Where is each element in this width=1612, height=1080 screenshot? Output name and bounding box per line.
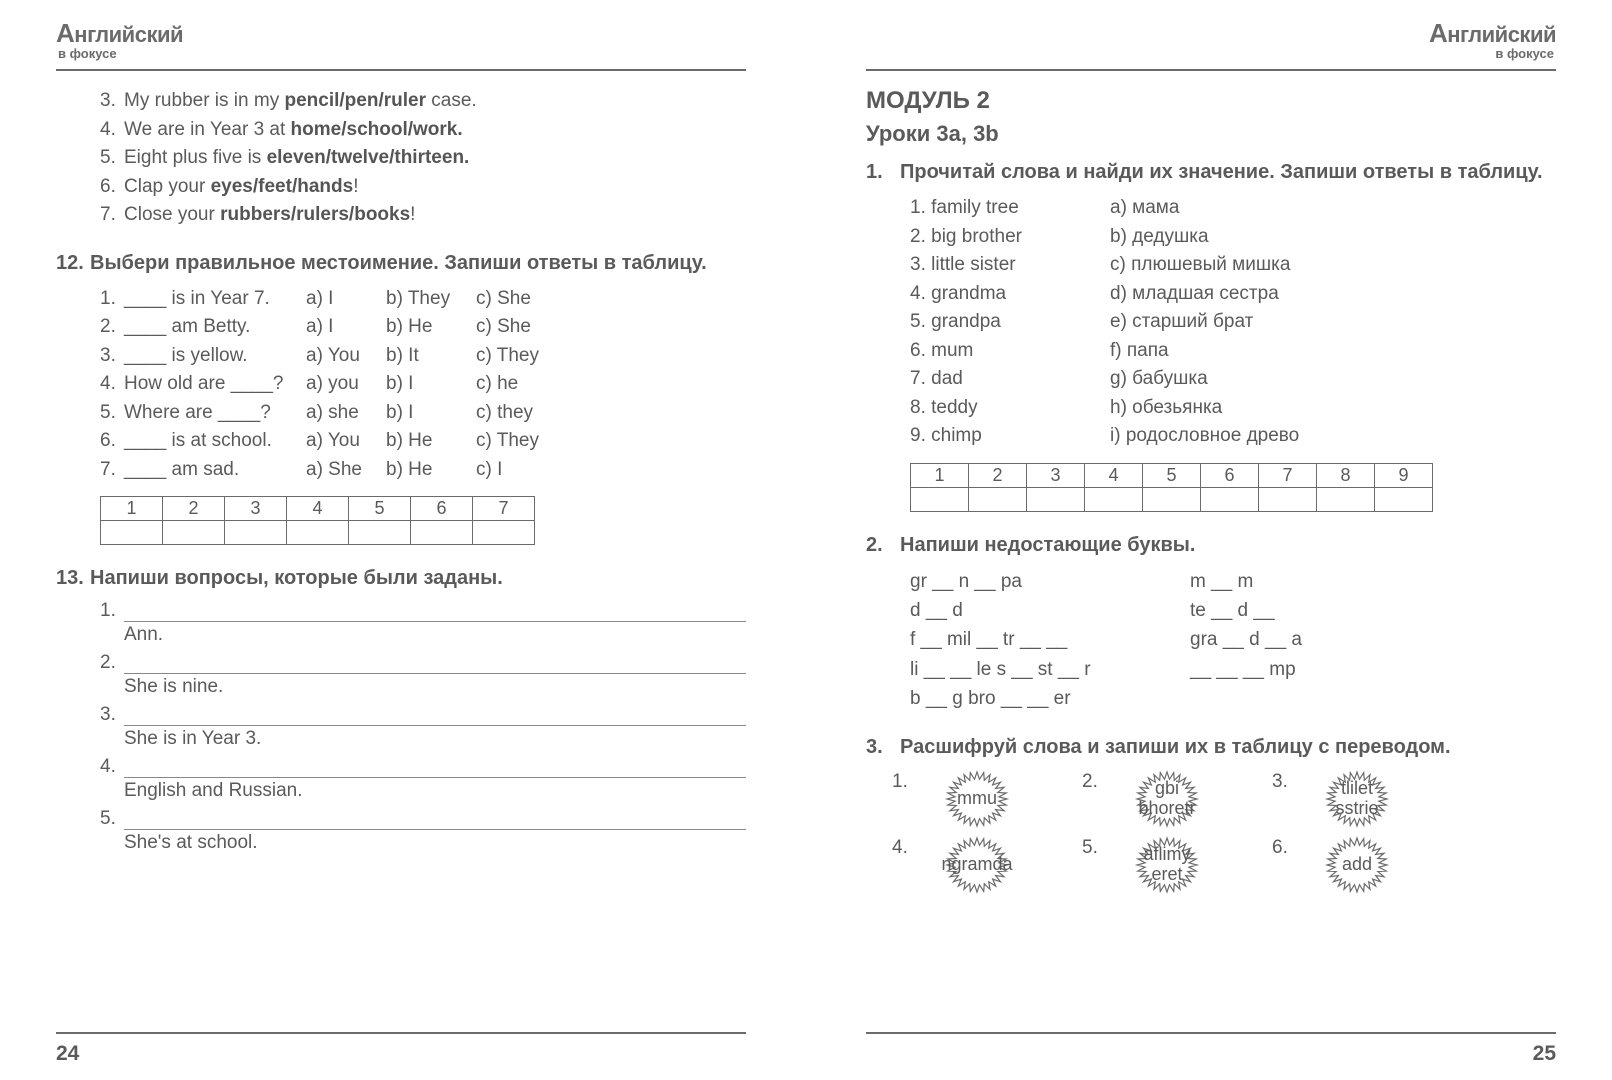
scramble-item: 1.mmu — [892, 769, 1042, 829]
list-item: 2.____ am Betty.a) Ib) Hec) She — [100, 313, 746, 342]
task-13-header: 13. Напиши вопросы, которые были заданы. — [56, 567, 746, 590]
list-item: 5. — [100, 808, 746, 830]
task-12-header: 12. Выбери правильное местоимение. Запиш… — [56, 252, 746, 275]
answer-text: She is nine. — [100, 676, 746, 698]
list-item: 1. — [100, 600, 746, 622]
workbook-spread: Английский в фокусе 3.My rubber is in my… — [0, 0, 1612, 1080]
list-item: 4. — [100, 756, 746, 778]
list-item: b __ g bro __ __ er — [910, 684, 1556, 713]
starburst-icon: mmu — [912, 769, 1042, 829]
task-1-number: 1. — [866, 161, 900, 184]
list-item: 4.We are in Year 3 at home/school/work. — [100, 116, 746, 145]
starburst-icon: add — [1292, 835, 1422, 895]
task-12-title: Выбери правильное местоимение. Запиши от… — [90, 252, 746, 275]
scramble-item: 6.add — [1272, 835, 1422, 895]
task-3-header: 3. Расшифруй слова и запиши их в таблицу… — [866, 736, 1556, 759]
list-item: 5.Eight plus five is eleven/twelve/thirt… — [100, 144, 746, 173]
answer-text: She's at school. — [100, 832, 746, 854]
list-item: 7. dadg) бабушка — [910, 365, 1556, 394]
footer-rule — [866, 1032, 1556, 1034]
list-item: 2. big brotherb) дедушка — [910, 223, 1556, 252]
list-item: 7.____ am sad.a) Sheb) Hec) I — [100, 456, 746, 485]
list-item: 6. mumf) папа — [910, 337, 1556, 366]
list-item: 1. family treea) мама — [910, 194, 1556, 223]
starburst-icon: gbibhoretr — [1102, 769, 1232, 829]
list-item: 3. little sisterc) плюшевый мишка — [910, 251, 1556, 280]
module-heading: МОДУЛЬ 2 — [866, 87, 1556, 115]
list-item: gr __ n __ pam __ m — [910, 567, 1556, 596]
scramble-item: 3.tliletsstrie — [1272, 769, 1422, 829]
list-item: 3. — [100, 704, 746, 726]
page-left: Английский в фокусе 3.My rubber is in my… — [0, 0, 806, 1080]
list-item: 4. grandmad) младшая сестра — [910, 280, 1556, 309]
list-item: 6.____ is at school.a) Youb) Hec) They — [100, 427, 746, 456]
task-12-number: 12. — [56, 252, 90, 275]
task-2-header: 2. Напиши недостающие буквы. — [866, 534, 1556, 557]
answer-text: She is in Year 3. — [100, 728, 746, 750]
task-13-title: Напиши вопросы, которые были заданы. — [90, 567, 746, 590]
header-rule — [866, 69, 1556, 71]
task-1-header: 1. Прочитай слова и найди их значение. З… — [866, 161, 1556, 184]
logo-right: Английский в фокусе — [866, 18, 1556, 61]
list-item: 6.Clap your eyes/feet/hands! — [100, 173, 746, 202]
list-item: d __ dte __ d __ — [910, 596, 1556, 625]
scramble-item: 2.gbibhoretr — [1082, 769, 1232, 829]
list-item: 5. grandpae) старший брат — [910, 308, 1556, 337]
task-12-items: 1.____ is in Year 7.a) Ib) Theyc) She2._… — [56, 285, 746, 485]
list-item: f __ mil __ tr __ __gra __ d __ a — [910, 625, 1556, 654]
starburst-icon: tliletsstrie — [1292, 769, 1422, 829]
task-2-items: gr __ n __ pam __ md __ dte __ d __f __ … — [866, 567, 1556, 714]
logo-left: Английский в фокусе — [56, 18, 746, 61]
starburst-icon: aflimyeret — [1102, 835, 1232, 895]
page-number-right: 25 — [1533, 1042, 1556, 1066]
lesson-heading: Уроки 3a, 3b — [866, 121, 1556, 147]
exercise-11-items: 3.My rubber is in my pencil/pen/ruler ca… — [56, 87, 746, 230]
list-item: 1.____ is in Year 7.a) Ib) Theyc) She — [100, 285, 746, 314]
task-12-answer-table: 1234567 — [100, 496, 535, 545]
task-2-number: 2. — [866, 534, 900, 557]
starburst-icon: ngramda — [912, 835, 1042, 895]
list-item: 2. — [100, 652, 746, 674]
task-1-items: 1. family treea) мама2. big brotherb) де… — [866, 194, 1556, 451]
answer-text: Ann. — [100, 624, 746, 646]
page-right: Английский в фокусе МОДУЛЬ 2 Уроки 3a, 3… — [806, 0, 1612, 1080]
list-item: 9. chimpi) родословное древо — [910, 422, 1556, 451]
header-rule — [56, 69, 746, 71]
list-item: 3.____ is yellow.a) Youb) Itc) They — [100, 342, 746, 371]
list-item: 5.Where are ____?a) sheb) Ic) they — [100, 399, 746, 428]
list-item: 3.My rubber is in my pencil/pen/ruler ca… — [100, 87, 746, 116]
task-3-title: Расшифруй слова и запиши их в таблицу с … — [900, 736, 1556, 759]
answer-text: English and Russian. — [100, 780, 746, 802]
scramble-item: 5.aflimyeret — [1082, 835, 1232, 895]
task-13-items: 1.Ann. 2.She is nine. 3.She is in Year 3. 4… — [56, 600, 746, 854]
task-13-number: 13. — [56, 567, 90, 590]
task-1-title: Прочитай слова и найди их значение. Запи… — [900, 161, 1556, 184]
page-number-left: 24 — [56, 1042, 79, 1066]
task-3-bubbles: 1.mmu 2.gbibhoretr 3.tliletsstrie 4.ngramda… — [866, 769, 1556, 895]
list-item: 4.How old are ____?a) youb) Ic) he — [100, 370, 746, 399]
list-item: 8. teddyh) обезьянка — [910, 394, 1556, 423]
scramble-item: 4.ngramda — [892, 835, 1042, 895]
list-item: 7.Close your rubbers/rulers/books! — [100, 201, 746, 230]
footer-rule — [56, 1032, 746, 1034]
list-item: li __ __ le s __ st __ r__ __ __ mp — [910, 655, 1556, 684]
task-3-number: 3. — [866, 736, 900, 759]
task-2-title: Напиши недостающие буквы. — [900, 534, 1556, 557]
task-1-answer-table: 123456789 — [910, 463, 1433, 512]
